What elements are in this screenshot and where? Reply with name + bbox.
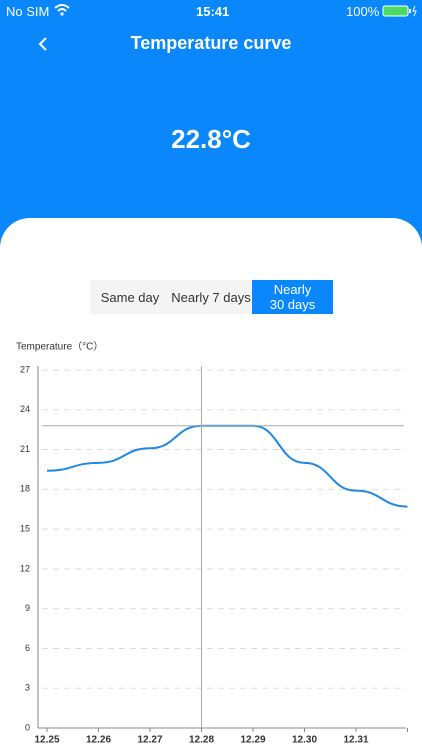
y-tick-label: 15 [20,523,30,533]
y-tick-label: 9 [25,603,30,613]
line-series [46,424,408,508]
x-tick-label: 12.31 [343,735,368,746]
x-tick-label: 12.25 [34,735,59,746]
tab[interactable]: Same day [100,289,160,305]
x-tick-label: 12.30 [292,735,317,746]
battery-text: 100% [346,4,380,19]
x-tick-label: 12.29 [240,735,265,746]
time: 15:41 [196,4,230,19]
carrier: No SIM [6,4,50,19]
x-tick-label: 12.27 [137,735,162,746]
tab-selected[interactable]: Nearly 30 days [252,280,333,314]
y-tick-label: 18 [20,484,30,494]
y-axis-title: Temperature（°C） [16,341,103,353]
back-button[interactable] [36,36,50,52]
y-tick-label: 24 [20,404,30,414]
x-tick-label: 12.28 [189,735,214,746]
y-tick-label: 6 [25,643,30,653]
page-title: Temperature curve [130,33,292,53]
y-tick-label: 21 [20,444,30,454]
x-tick-label: 12.26 [86,735,111,746]
tab[interactable]: Nearly 7 days [171,289,251,305]
battery-icon [382,5,417,17]
chart: Temperature（°C） 0 3 6 9 12 15 18 21 24 27 12.25 12.… [16,341,408,746]
current-temperature: 22.8°C [171,124,251,154]
tab-bar: Same day Nearly 7 days Nearly 30 days [90,280,333,314]
y-tick-label: 0 [25,722,30,732]
y-tick-label: 3 [25,683,30,693]
y-tick-label: 12 [20,563,30,573]
header [0,0,422,260]
y-tick-label: 27 [20,364,30,374]
wifi-icon [54,4,70,16]
